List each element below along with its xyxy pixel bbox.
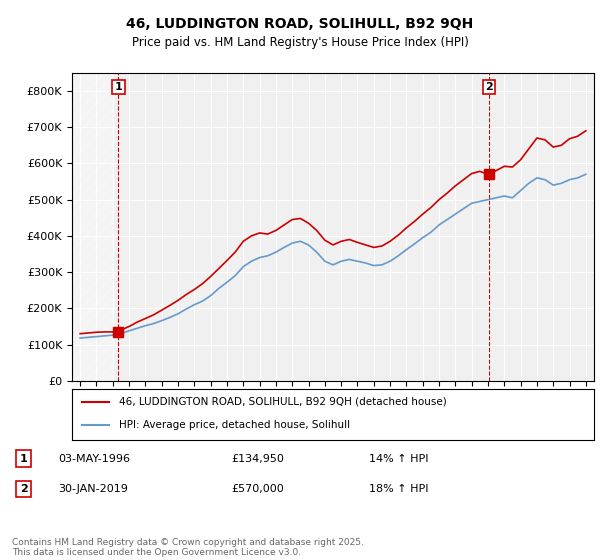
Text: 03-MAY-1996: 03-MAY-1996 bbox=[58, 454, 130, 464]
Text: 30-JAN-2019: 30-JAN-2019 bbox=[58, 484, 128, 494]
Text: 18% ↑ HPI: 18% ↑ HPI bbox=[369, 484, 428, 494]
Text: 14% ↑ HPI: 14% ↑ HPI bbox=[369, 454, 428, 464]
Text: 2: 2 bbox=[20, 484, 28, 494]
Text: £570,000: £570,000 bbox=[231, 484, 284, 494]
Text: HPI: Average price, detached house, Solihull: HPI: Average price, detached house, Soli… bbox=[119, 421, 350, 431]
Text: Contains HM Land Registry data © Crown copyright and database right 2025.
This d: Contains HM Land Registry data © Crown c… bbox=[12, 538, 364, 557]
Text: 46, LUDDINGTON ROAD, SOLIHULL, B92 9QH: 46, LUDDINGTON ROAD, SOLIHULL, B92 9QH bbox=[127, 17, 473, 31]
Text: £134,950: £134,950 bbox=[231, 454, 284, 464]
Text: Price paid vs. HM Land Registry's House Price Index (HPI): Price paid vs. HM Land Registry's House … bbox=[131, 36, 469, 49]
Bar bbox=[72, 73, 113, 381]
Text: 1: 1 bbox=[20, 454, 28, 464]
Text: 2: 2 bbox=[485, 82, 493, 92]
Text: 46, LUDDINGTON ROAD, SOLIHULL, B92 9QH (detached house): 46, LUDDINGTON ROAD, SOLIHULL, B92 9QH (… bbox=[119, 397, 447, 407]
Text: 1: 1 bbox=[115, 82, 122, 92]
